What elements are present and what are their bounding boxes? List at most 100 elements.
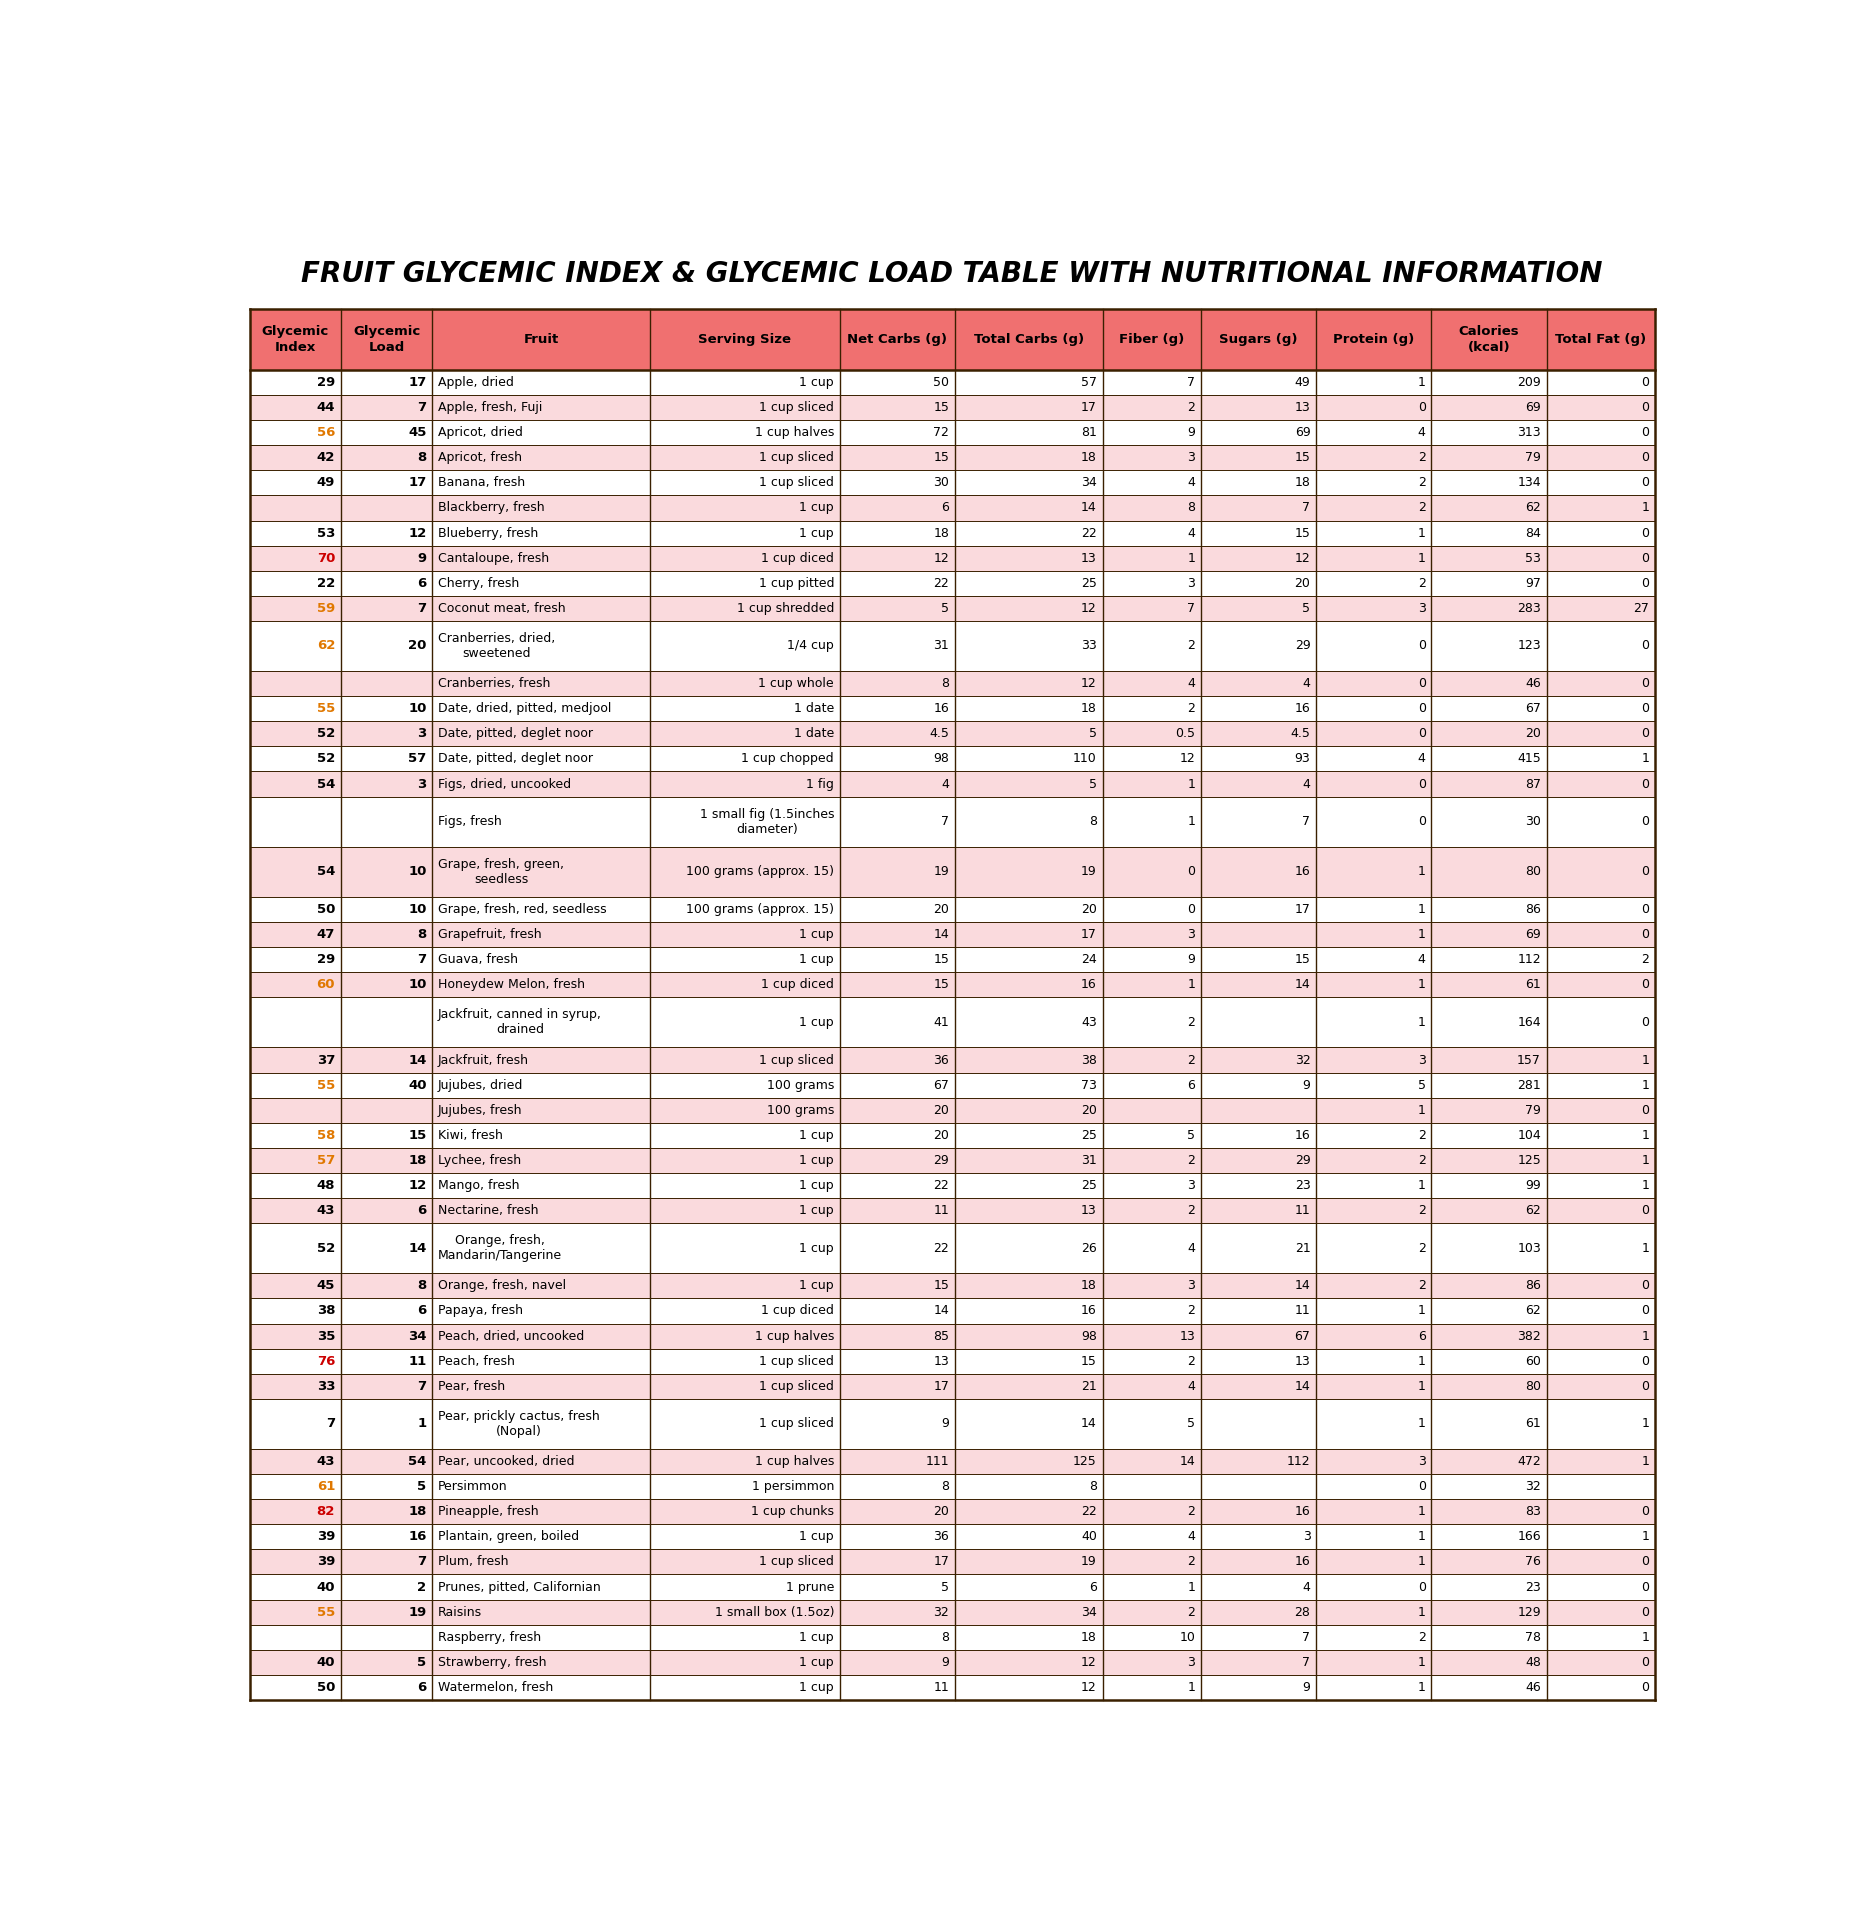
Bar (249, 495, 1655, 520)
Text: 0: 0 (1417, 401, 1424, 415)
Text: 34: 34 (1081, 1605, 1096, 1619)
Text: Strawberry, fresh: Strawberry, fresh (438, 1655, 546, 1668)
Text: 3: 3 (1417, 1054, 1424, 1066)
Text: 283: 283 (1517, 601, 1539, 614)
Text: 2: 2 (1417, 1154, 1424, 1167)
Text: 87: 87 (1525, 778, 1539, 791)
Text: 55: 55 (318, 703, 334, 716)
Bar (249, 1298, 1655, 1323)
Text: 7: 7 (1302, 1655, 1309, 1668)
Text: 20: 20 (1081, 1104, 1096, 1117)
Text: 29: 29 (318, 952, 334, 966)
Text: 1: 1 (1640, 1530, 1649, 1544)
Text: 12: 12 (409, 526, 427, 540)
Text: Mango, fresh: Mango, fresh (438, 1179, 520, 1192)
Text: 1: 1 (1640, 1630, 1649, 1644)
Text: 58: 58 (316, 1129, 334, 1142)
Text: 4: 4 (1302, 778, 1309, 791)
Text: 1: 1 (1417, 1380, 1424, 1392)
Text: 25: 25 (1081, 1179, 1096, 1192)
Text: 80: 80 (1525, 866, 1539, 877)
Text: 55: 55 (318, 1079, 334, 1092)
Text: Watermelon, fresh: Watermelon, fresh (438, 1680, 553, 1693)
Text: 0: 0 (1640, 703, 1649, 716)
Text: 33: 33 (316, 1380, 334, 1392)
Text: 32: 32 (932, 1605, 949, 1619)
Text: 25: 25 (1081, 1129, 1096, 1142)
Text: 1 cup: 1 cup (799, 1179, 834, 1192)
Text: Jujubes, dried: Jujubes, dried (438, 1079, 524, 1092)
Text: 22: 22 (932, 1179, 949, 1192)
Text: 19: 19 (932, 866, 949, 877)
Text: 6: 6 (1187, 1079, 1194, 1092)
Text: 1: 1 (1417, 1179, 1424, 1192)
Text: 12: 12 (1081, 1680, 1096, 1693)
Text: 49: 49 (316, 476, 334, 490)
Text: 6: 6 (418, 1204, 427, 1217)
Text: 112: 112 (1517, 952, 1539, 966)
Bar (249, 420, 1655, 445)
Text: 56: 56 (316, 426, 334, 440)
Text: 0: 0 (1640, 979, 1649, 991)
Text: 4: 4 (941, 778, 949, 791)
Text: 80: 80 (1525, 1380, 1539, 1392)
Text: 18: 18 (1081, 1279, 1096, 1292)
Text: 27: 27 (1632, 601, 1649, 614)
Text: 1: 1 (1417, 1356, 1424, 1367)
Text: 2: 2 (1187, 1016, 1194, 1029)
Text: 2: 2 (1417, 1129, 1424, 1142)
Text: 7: 7 (418, 401, 427, 415)
Text: 5: 5 (1088, 778, 1096, 791)
Text: 12: 12 (1294, 551, 1309, 564)
Text: Jackfruit, fresh: Jackfruit, fresh (438, 1054, 529, 1066)
Text: 2: 2 (1187, 1304, 1194, 1317)
Text: 17: 17 (1294, 902, 1309, 916)
Bar (249, 972, 1655, 996)
Text: 1: 1 (1187, 979, 1194, 991)
Text: Date, dried, pitted, medjool: Date, dried, pitted, medjool (438, 703, 611, 716)
Text: 12: 12 (1081, 601, 1096, 614)
Text: Grape, fresh, green,
seedless: Grape, fresh, green, seedless (438, 858, 565, 885)
Text: 9: 9 (1187, 426, 1194, 440)
Bar (249, 1373, 1655, 1400)
Text: 3: 3 (418, 778, 427, 791)
Text: 13: 13 (932, 1356, 949, 1367)
Text: Cranberries, dried,
sweetened: Cranberries, dried, sweetened (438, 632, 555, 660)
Text: 1: 1 (1640, 753, 1649, 766)
Text: 0: 0 (1640, 1655, 1649, 1668)
Text: 5: 5 (1187, 1129, 1194, 1142)
Text: 16: 16 (1294, 1129, 1309, 1142)
Text: 67: 67 (1294, 1329, 1309, 1342)
Text: 72: 72 (932, 426, 949, 440)
Text: 32: 32 (1525, 1480, 1539, 1494)
Text: 17: 17 (932, 1380, 949, 1392)
Bar (249, 1198, 1655, 1223)
Text: 2: 2 (1417, 1279, 1424, 1292)
Text: 7: 7 (1302, 816, 1309, 828)
Text: 1 cup sliced: 1 cup sliced (760, 401, 834, 415)
Text: 22: 22 (932, 1242, 949, 1256)
Text: 2: 2 (1417, 1242, 1424, 1256)
Text: Date, pitted, deglet noor: Date, pitted, deglet noor (438, 753, 592, 766)
Text: 7: 7 (418, 952, 427, 966)
Text: Nectarine, fresh: Nectarine, fresh (438, 1204, 539, 1217)
Text: 1 cup: 1 cup (799, 1154, 834, 1167)
Text: 0: 0 (1640, 1016, 1649, 1029)
Text: 2: 2 (1187, 1505, 1194, 1519)
Text: 1 cup sliced: 1 cup sliced (760, 1555, 834, 1569)
Text: 1 cup shredded: 1 cup shredded (735, 601, 834, 614)
Text: Grape, fresh, red, seedless: Grape, fresh, red, seedless (438, 902, 605, 916)
Text: 20: 20 (1081, 902, 1096, 916)
Text: 32: 32 (1294, 1054, 1309, 1066)
Text: 1 cup halves: 1 cup halves (754, 426, 834, 440)
Text: 1: 1 (1417, 1417, 1424, 1430)
Text: Raspberry, fresh: Raspberry, fresh (438, 1630, 540, 1644)
Text: 1: 1 (1640, 1242, 1649, 1256)
Text: 2: 2 (1187, 1204, 1194, 1217)
Text: 0: 0 (1640, 1204, 1649, 1217)
Text: 40: 40 (316, 1655, 334, 1668)
Text: Fruit: Fruit (524, 332, 559, 346)
Text: 12: 12 (1081, 678, 1096, 689)
Text: 20: 20 (932, 1104, 949, 1117)
Text: 19: 19 (1081, 866, 1096, 877)
